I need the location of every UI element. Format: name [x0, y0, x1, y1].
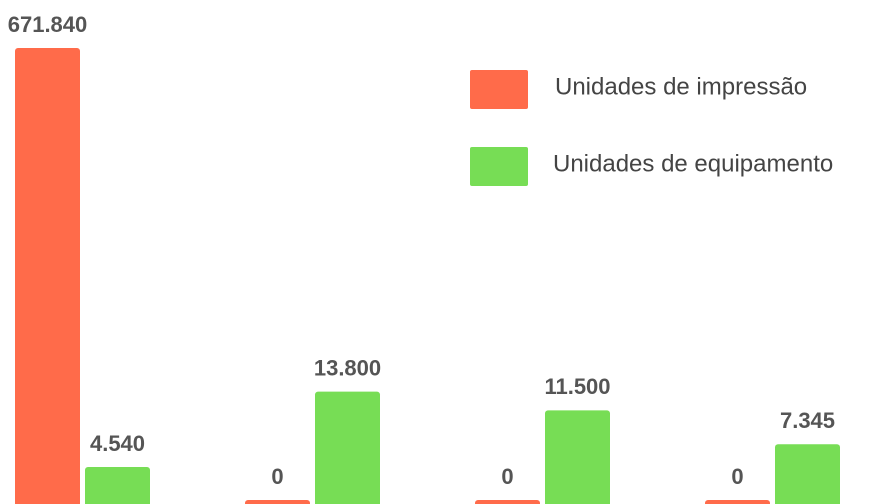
- bar: [475, 500, 540, 504]
- bar: [315, 391, 380, 504]
- value-label: 11.500: [544, 374, 610, 399]
- bar: [245, 500, 310, 504]
- legend-label: Unidades de impressão: [555, 73, 807, 100]
- bar: [15, 48, 80, 504]
- value-label: 4.540: [90, 431, 145, 456]
- value-label: 0: [501, 464, 513, 489]
- legend-swatch: [470, 70, 528, 109]
- legend-label: Unidades de equipamento: [553, 150, 833, 177]
- value-label: 0: [271, 464, 283, 489]
- value-label: 13.800: [314, 355, 381, 380]
- bar: [85, 467, 150, 504]
- value-label: 671.840: [8, 12, 88, 37]
- bar: [775, 444, 840, 504]
- value-label: 7.345: [780, 408, 835, 433]
- legend-swatch: [470, 147, 528, 186]
- value-label: 0: [731, 464, 743, 489]
- bar: [705, 500, 770, 504]
- bar: [545, 410, 610, 504]
